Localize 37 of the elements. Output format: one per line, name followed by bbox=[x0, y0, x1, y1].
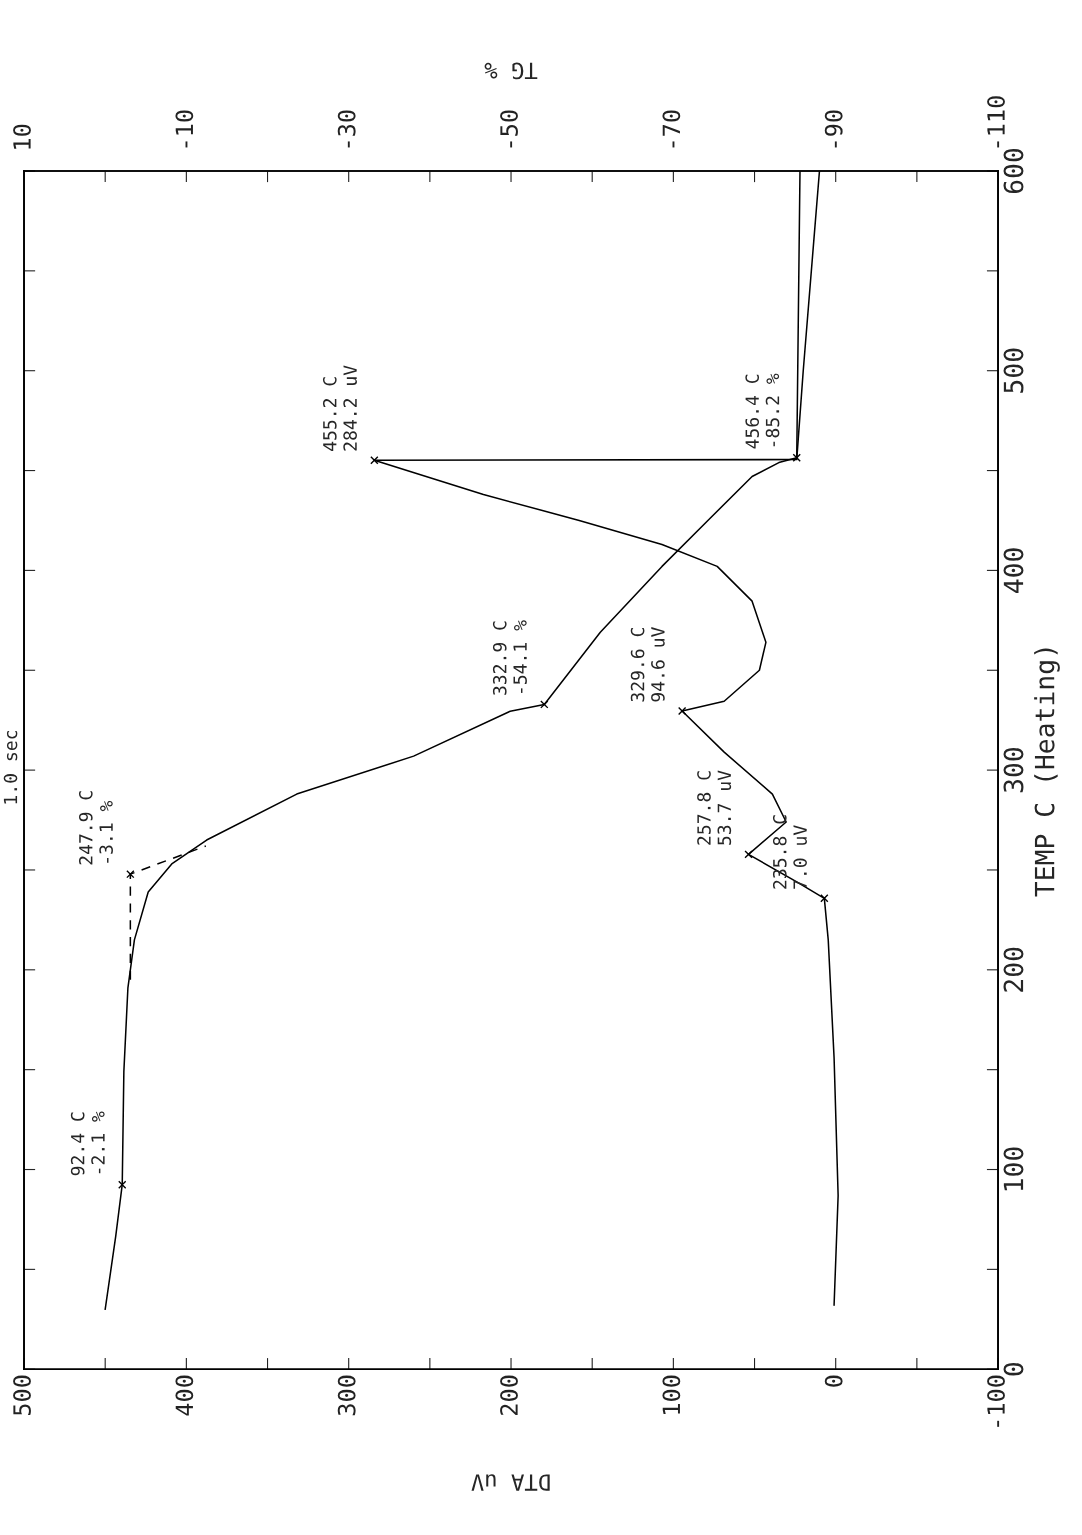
x-tick-label: 300 bbox=[337, 1375, 356, 1416]
x2-tick-label: -50 bbox=[500, 110, 518, 148]
x2-tick-label: -70 bbox=[662, 110, 681, 148]
point bbox=[744, 850, 753, 859]
y-tick-label: 100 bbox=[1003, 1147, 1024, 1191]
y-tick-label: 300 bbox=[1003, 747, 1024, 793]
data-label: 257.8 C 53.7 uV bbox=[697, 770, 732, 845]
point bbox=[370, 456, 379, 465]
point bbox=[820, 894, 829, 903]
x-tick-label: 400 bbox=[175, 1375, 194, 1416]
data-label: 455.2 C 284.2 uV bbox=[322, 365, 357, 451]
y-axis-title: TEMP C (Heating) bbox=[1034, 648, 1060, 897]
x-axis-title: DTA uV bbox=[471, 1474, 550, 1491]
data-label: 329.6 C 94.6 uV bbox=[630, 627, 665, 702]
y-tick-label: 400 bbox=[1003, 548, 1024, 593]
y-tick-label: 600 bbox=[1003, 148, 1024, 194]
point bbox=[677, 706, 687, 716]
y-tick-label: 200 bbox=[1003, 947, 1024, 992]
x-tick-label: 200 bbox=[500, 1375, 518, 1415]
data-label: 92.4 C -2.1 % bbox=[70, 1111, 105, 1176]
x2-tick-label: -110 bbox=[987, 96, 1005, 148]
x-tick-label: 100 bbox=[662, 1375, 681, 1414]
x2-tick-label: -90 bbox=[824, 110, 843, 148]
data-label: 332.9 C -54.1 % bbox=[492, 620, 527, 695]
text: 1.0 sec bbox=[3, 730, 18, 804]
y-tick-label: 500 bbox=[1003, 348, 1024, 393]
data-label: 235.8 C 7.0 uV bbox=[772, 815, 807, 889]
y-tick-label: 0 bbox=[1003, 1362, 1024, 1376]
data-label: 456.4 C -85.2 % bbox=[745, 373, 780, 449]
x-tick-label: 500 bbox=[13, 1375, 31, 1416]
data-label: 247.9 C -3.1 % bbox=[78, 791, 113, 865]
x-tick-label: 0 bbox=[824, 1375, 843, 1387]
x-tick-label: -100 bbox=[987, 1375, 1005, 1427]
x2-tick-label: -30 bbox=[337, 110, 356, 148]
x2-axis-title: TG % bbox=[484, 62, 538, 80]
x2-tick-label: -10 bbox=[175, 110, 194, 148]
x2-tick-label: 10 bbox=[13, 124, 31, 149]
